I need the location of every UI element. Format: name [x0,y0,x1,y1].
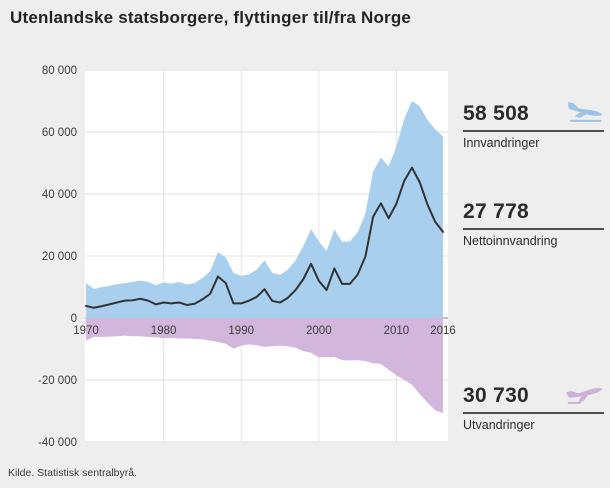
stat-immigration: 58 508 Innvandringer [463,100,604,150]
svg-text:1970: 1970 [73,325,99,337]
immigration-divider [463,130,604,132]
stat-immigration-row: 58 508 [463,100,604,125]
svg-text:2016: 2016 [430,325,456,337]
svg-text:0: 0 [71,313,77,325]
svg-text:20 000: 20 000 [42,251,77,263]
svg-text:-40 000: -40 000 [38,437,77,449]
chart-title: Utenlandske statsborgere, flyttinger til… [10,8,412,27]
svg-text:40 000: 40 000 [42,189,77,201]
svg-text:1990: 1990 [228,325,254,337]
svg-text:2000: 2000 [306,325,332,337]
stat-net-row: 27 778 [463,200,604,223]
svg-text:80 000: 80 000 [42,65,77,77]
stats-panel: 58 508 Innvandringer 27 778 Nettoinnvand [463,0,604,488]
stat-emigration: 30 730 Utvandringer [463,382,604,432]
emigration-value: 30 730 [463,383,530,407]
immigration-label: Innvandringer [463,136,540,150]
plane-takeoff-icon [566,382,604,405]
plane-landing-icon [566,100,604,123]
svg-text:60 000: 60 000 [42,127,77,139]
source-note: Kilde. Statistisk sentralbyrå. [8,467,137,479]
svg-text:-20 000: -20 000 [38,375,77,387]
migration-chart: 80 000 60 000 40 000 20 000 0 -20 000 -40 000 1… [38,65,456,449]
immigration-value: 58 508 [463,101,530,125]
stat-net-immigration: 27 778 Nettoinnvandring [463,200,604,248]
stat-emigration-row: 30 730 [463,382,604,407]
net-immigration-value: 27 778 [463,200,530,223]
net-immigration-divider [463,228,604,231]
emigration-label: Utvandringer [463,418,535,432]
svg-text:2010: 2010 [384,325,410,337]
net-immigration-label: Nettoinnvandring [463,234,558,249]
svg-text:1980: 1980 [151,325,177,337]
emigration-divider [463,412,604,414]
